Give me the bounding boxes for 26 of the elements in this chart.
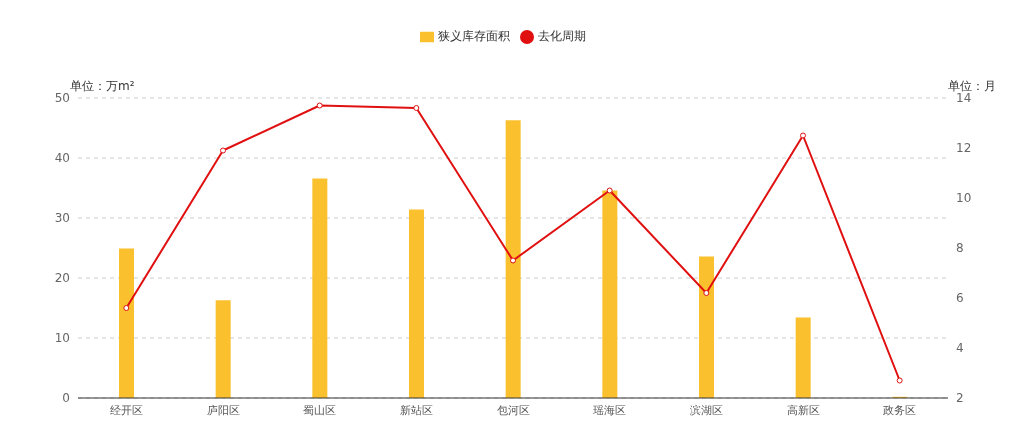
y2-tick-label: 4 [956, 341, 964, 356]
y2-tick-label: 2 [956, 391, 964, 406]
y-tick-label: 20 [54, 271, 70, 286]
x-tick-label: 瑶海区 [593, 403, 627, 417]
x-tick-label: 经开区 [109, 403, 143, 417]
y-tick-label: 40 [54, 151, 70, 166]
y2-tick-label: 12 [956, 141, 972, 156]
y2-tick-label: 6 [956, 291, 964, 306]
legend-label: 狭义库存面积 [438, 29, 510, 43]
y2-tick-label: 8 [956, 241, 964, 256]
x-tick-label: 政务区 [883, 403, 917, 417]
y-tick-label: 0 [62, 391, 70, 406]
x-tick-label: 包河区 [496, 403, 530, 417]
x-tick-label: 庐阳区 [206, 403, 240, 417]
y2-axis-title: 单位：月 [948, 78, 996, 93]
y2-tick-label: 14 [956, 91, 972, 106]
x-tick-label: 滨湖区 [689, 403, 723, 417]
legend-label: 去化周期 [538, 29, 586, 43]
y-tick-label: 30 [54, 211, 70, 226]
y-tick-label: 50 [54, 91, 70, 106]
y2-tick-label: 10 [956, 191, 972, 206]
y-tick-label: 10 [54, 331, 70, 346]
x-tick-label: 新站区 [399, 403, 433, 417]
y-axis-title: 单位：万m² [70, 78, 135, 95]
x-tick-label: 高新区 [786, 403, 820, 417]
x-tick-label: 蜀山区 [303, 403, 337, 417]
